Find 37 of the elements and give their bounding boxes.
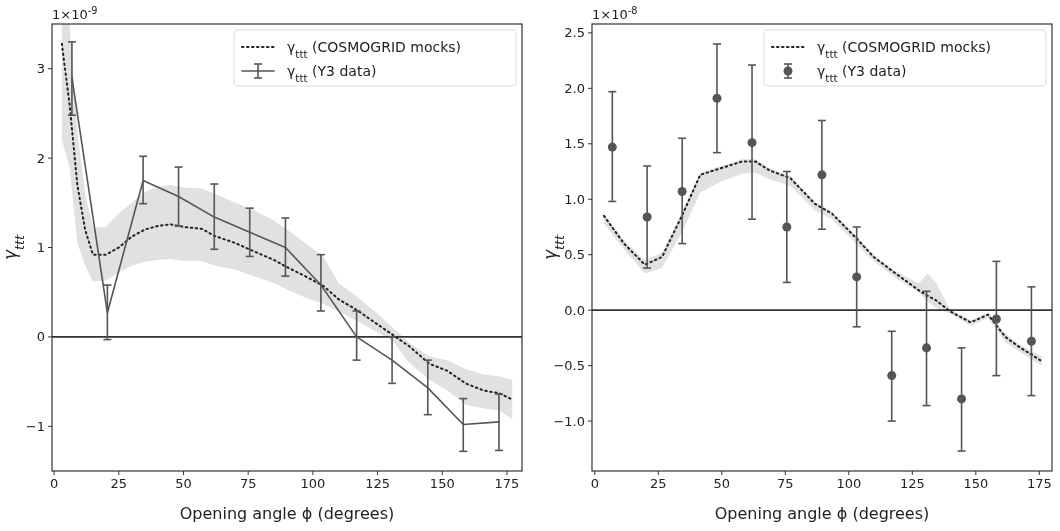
legend-label: γ$_{ttt}$ (Y3 data) [287, 62, 377, 84]
x-tick-label: 50 [713, 476, 731, 491]
y-tick-label: 2 [36, 150, 45, 166]
text: 1×10$^{-8}$ [592, 4, 638, 22]
y-tick-label: 1.0 [564, 191, 585, 207]
x-tick-label: 75 [777, 476, 794, 491]
x-tick-label: 125 [365, 476, 390, 491]
y-tick-label: 0.0 [564, 302, 585, 318]
x-tick-label: 175 [1026, 476, 1052, 491]
legend-label: γ$_{ttt}$ (Y3 data) [817, 62, 907, 84]
x-axis-title: Opening angle ϕ (degrees) [179, 504, 395, 523]
y-tick-label: 3 [36, 61, 45, 77]
x-tick-label: 25 [650, 476, 667, 491]
x-tick-label: 25 [110, 476, 128, 491]
y-tick-label: 0.5 [564, 247, 585, 263]
x-tick-label: 100 [836, 476, 862, 491]
y-tick-label: −1 [25, 418, 45, 434]
x-tick-label: 100 [300, 476, 326, 491]
y-tick-label: 2.0 [564, 80, 585, 96]
y-tick-label: 1.5 [564, 136, 585, 152]
legend-label: γ$_{ttt}$ (COSMOGRID mocks) [287, 38, 462, 60]
x-tick-label: 150 [963, 476, 989, 491]
text: 1×10$^{-9}$ [52, 4, 98, 22]
x-tick-label: 125 [899, 476, 925, 491]
y-tick-label: −1.0 [553, 413, 585, 429]
x-tick-label: 50 [175, 476, 192, 491]
y-tick-label: 0 [36, 329, 45, 345]
x-tick-label: 0 [590, 476, 599, 491]
x-tick-label: 0 [49, 476, 59, 491]
y-tick-label: −0.5 [553, 358, 585, 374]
legend-label: γ$_{ttt}$ (COSMOGRID mocks) [817, 38, 992, 60]
x-tick-label: 75 [239, 476, 257, 491]
x-axis-title: Opening angle ϕ (degrees) [714, 504, 930, 523]
y-tick-label: 2.5 [564, 25, 585, 41]
y-tick-label: 1 [36, 240, 45, 256]
x-tick-label: 150 [429, 476, 455, 491]
x-tick-label: 175 [494, 476, 520, 491]
